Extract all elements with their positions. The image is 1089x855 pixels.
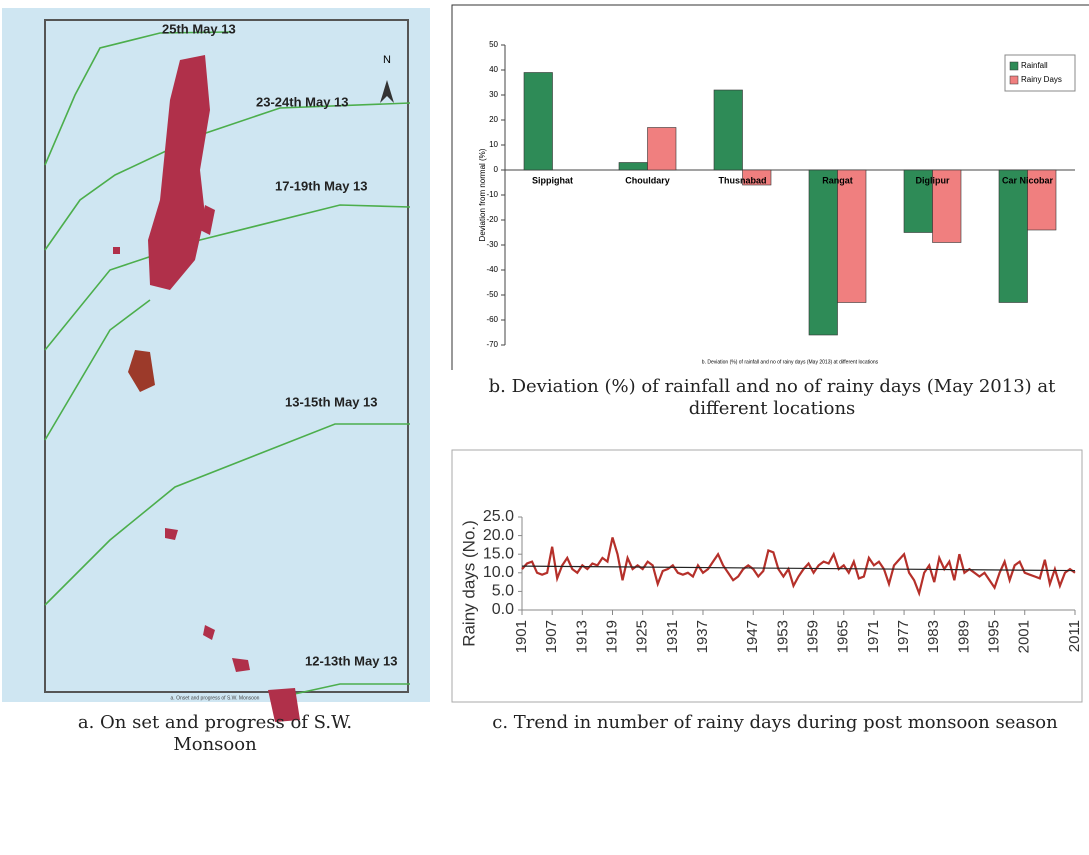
x-tick-label: 1913 [573, 620, 590, 653]
x-tick-label: 1901 [513, 620, 530, 653]
bar [619, 163, 648, 171]
bar [648, 128, 677, 171]
legend-label: Rainy Days [1021, 75, 1062, 84]
bar [999, 170, 1028, 303]
x-tick-label: Car Nicobar [1002, 175, 1054, 185]
y-tick-label: 15.0 [483, 545, 514, 562]
x-tick-label: 2011 [1066, 620, 1083, 652]
x-tick-label: Thusnabad [718, 175, 766, 185]
chart-note: b. Deviation (%) of rainfall and no of r… [702, 359, 879, 365]
x-tick-label: Rangat [822, 175, 853, 185]
front-label: 25th May 13 [162, 21, 236, 36]
y-tick-label: 10.0 [483, 564, 514, 581]
y-tick-label: -60 [486, 315, 498, 324]
map: N 25th May 13 23-24th May 13 17-19th May… [2, 8, 430, 722]
y-tick-label: 50 [489, 40, 498, 49]
y-tick-label: -40 [486, 265, 498, 274]
caption: c. Trend in number of rainy days during … [470, 712, 1080, 734]
y-tick-label: 20.0 [483, 527, 514, 544]
y-tick-label: 10 [489, 140, 498, 149]
x-tick-label: Sippighat [532, 175, 573, 185]
front-label: 12-13th May 13 [305, 653, 398, 668]
front-label: 13-15th May 13 [285, 394, 378, 409]
front-label: 23-24th May 13 [256, 94, 349, 109]
caption: a. On set and progress of S.W. Monsoon [40, 712, 390, 756]
bar [838, 170, 867, 303]
y-axis-label: Deviation from normal (%) [478, 148, 487, 241]
x-tick-label: 1953 [774, 620, 791, 653]
x-tick-label: 1995 [986, 620, 1003, 653]
front-label: 17-19th May 13 [275, 178, 368, 193]
x-tick-label: 1947 [744, 620, 761, 653]
trend-line [522, 566, 1075, 570]
y-tick-label: -50 [486, 290, 498, 299]
legend-swatch [1010, 76, 1018, 84]
x-tick-label: 1977 [895, 620, 912, 653]
x-tick-label: 1989 [955, 620, 972, 653]
y-tick-label: 40 [489, 65, 498, 74]
y-tick-label: -20 [486, 215, 498, 224]
x-tick-label: 1959 [805, 620, 822, 653]
y-tick-label: -30 [486, 240, 498, 249]
legend-swatch [1010, 62, 1018, 70]
map-background [2, 8, 430, 702]
x-tick-label: 1907 [543, 620, 560, 653]
map-footer: a. Onset and progress of S.W. Monsoon [171, 695, 260, 701]
y-tick-label: -10 [486, 190, 498, 199]
x-tick-label: 1965 [835, 620, 852, 653]
line-series [522, 537, 1075, 593]
y-tick-label: 25.0 [483, 508, 514, 525]
x-tick-label: 1983 [925, 620, 942, 653]
x-tick-label: 2001 [1016, 620, 1033, 653]
y-tick-label: 0.0 [492, 601, 514, 618]
north-label: N [383, 54, 391, 66]
page: N 25th May 13 23-24th May 13 17-19th May… [0, 0, 1089, 855]
bar [714, 90, 743, 170]
y-tick-label: 20 [489, 115, 498, 124]
y-tick-label: 30 [489, 90, 498, 99]
bar [524, 73, 553, 171]
x-tick-label: Chouldary [625, 175, 670, 185]
y-tick-label: 0 [494, 165, 499, 174]
caption: b. Deviation (%) of rainfall and no of r… [452, 376, 1089, 420]
bar-panel-frame [452, 5, 1089, 370]
x-tick-label: Diglipur [916, 175, 950, 185]
y-axis-label: Rainy days (No.) [459, 520, 478, 647]
y-tick-label: 5.0 [492, 583, 514, 600]
x-tick-label: 1925 [634, 620, 651, 653]
x-tick-label: 1971 [865, 620, 882, 653]
x-tick-label: 1919 [603, 620, 620, 653]
y-tick-label: -70 [486, 340, 498, 349]
x-tick-label: 1937 [694, 620, 711, 653]
legend-label: Rainfall [1021, 61, 1048, 70]
bar [809, 170, 838, 335]
x-tick-label: 1931 [664, 620, 681, 653]
